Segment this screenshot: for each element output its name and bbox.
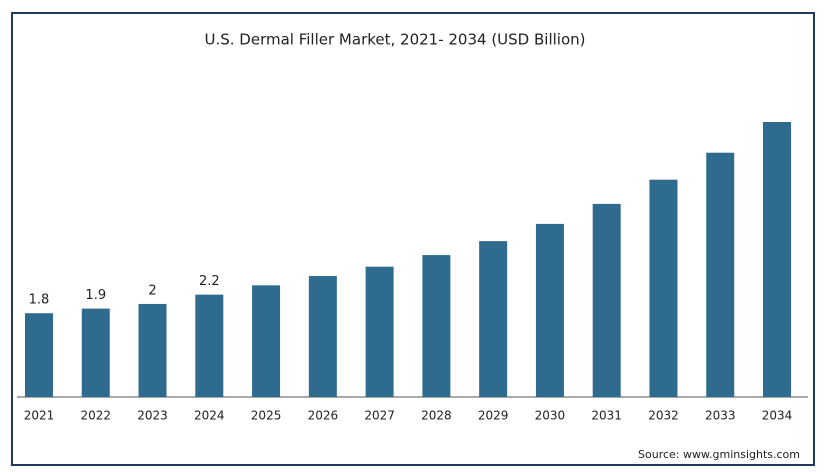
bar	[252, 285, 281, 397]
bar	[649, 179, 678, 397]
bar	[535, 223, 564, 397]
x-tick-label: 2024	[194, 409, 225, 423]
value-label: 1.8	[29, 293, 50, 308]
x-tick-label: 2027	[364, 409, 395, 423]
chart-title: U.S. Dermal Filler Market, 2021- 2034 (U…	[205, 31, 586, 49]
bar	[479, 241, 508, 397]
value-label: 2.2	[199, 274, 220, 289]
bar	[592, 203, 621, 397]
x-tick-label: 2022	[80, 409, 111, 423]
x-tick-label: 2021	[24, 409, 55, 423]
bar	[308, 276, 337, 397]
value-label: 1.9	[85, 288, 106, 303]
bar	[763, 122, 791, 397]
x-tick-label: 2033	[705, 409, 736, 423]
bar	[195, 294, 224, 397]
bar	[25, 313, 53, 397]
x-tick-label: 2034	[762, 409, 793, 423]
x-tick-label: 2031	[591, 409, 622, 423]
bar	[365, 266, 394, 397]
x-tick-label: 2032	[648, 409, 679, 423]
bar	[138, 303, 167, 397]
x-tick-label: 2025	[251, 409, 282, 423]
bar	[422, 255, 451, 397]
x-tick-label: 2029	[478, 409, 509, 423]
value-label: 2	[148, 283, 156, 298]
x-tick-label: 2026	[308, 409, 339, 423]
x-tick-label: 2030	[535, 409, 566, 423]
x-tick-label: 2028	[421, 409, 452, 423]
source: Source: www.gminsights.com	[638, 448, 800, 461]
bar	[706, 152, 735, 397]
x-tick-label: 2023	[137, 409, 168, 423]
bar	[81, 308, 110, 397]
